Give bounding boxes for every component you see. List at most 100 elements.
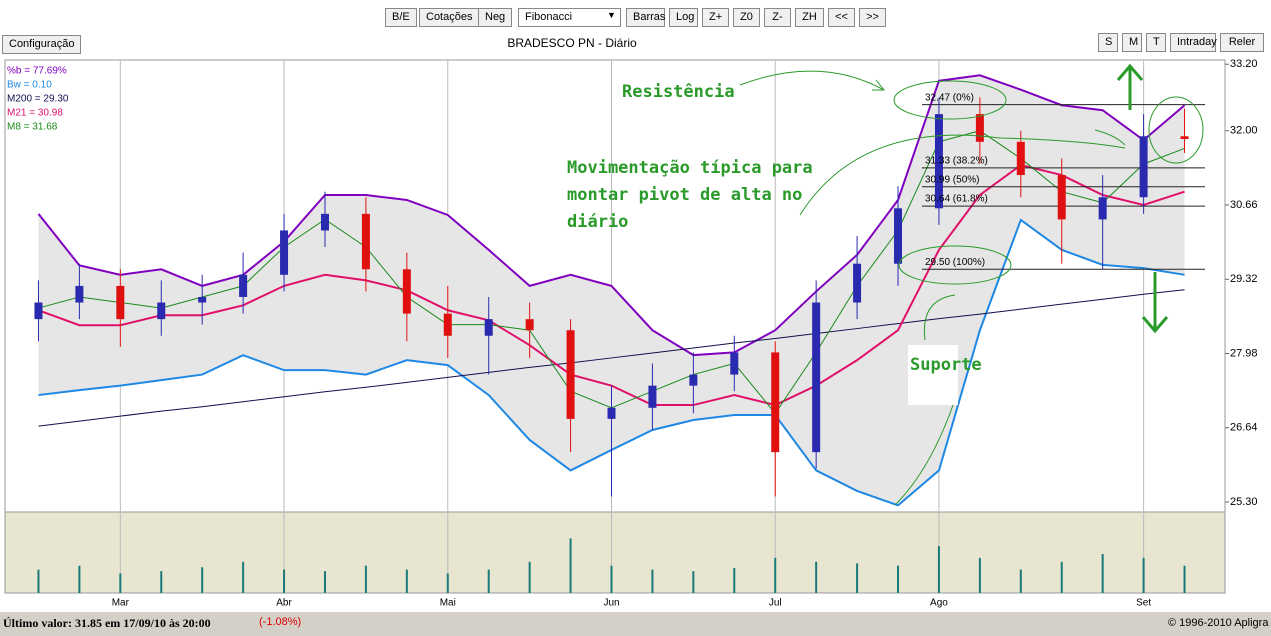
legend-entry: M8 = 31.68 bbox=[7, 122, 58, 133]
candle-body bbox=[34, 302, 43, 320]
button[interactable]: B/E bbox=[385, 8, 417, 27]
button[interactable]: Neg bbox=[478, 8, 513, 27]
x-tick-label: Abr bbox=[276, 598, 292, 609]
button[interactable]: Configuração bbox=[2, 35, 82, 54]
indicator-line bbox=[38, 163, 1185, 407]
up-arrow bbox=[1116, 63, 1144, 110]
candle-body bbox=[812, 302, 821, 453]
button[interactable]: Cotações bbox=[419, 8, 480, 27]
candle-body bbox=[75, 285, 84, 303]
legend-entry: M21 = 30.98 bbox=[7, 108, 63, 119]
candle-body bbox=[484, 319, 493, 336]
last-value: Último valor: 31.85 em 17/09/10 às 20:00 bbox=[3, 616, 211, 630]
candle-body bbox=[443, 313, 452, 336]
labels-group: 33.20 32.00 30.66 29.32 27.98 26.64 25.30 Mar Ab… bbox=[7, 58, 1258, 609]
direction-arrows bbox=[1116, 63, 1169, 334]
x-tick-label: Ago bbox=[930, 598, 948, 609]
annotation-box bbox=[908, 345, 958, 405]
volume-panel bbox=[4, 511, 1226, 594]
button[interactable]: Intraday bbox=[1170, 33, 1217, 52]
candle-body bbox=[566, 330, 575, 419]
candle-body bbox=[1180, 136, 1189, 140]
band-fill bbox=[38, 75, 1185, 506]
candle-body bbox=[239, 274, 248, 297]
candle-body bbox=[771, 352, 780, 453]
candle-body bbox=[198, 296, 207, 303]
candle-body bbox=[853, 263, 862, 303]
candle-body bbox=[361, 213, 370, 270]
fibonacci-label: 30.64 (61.8%) bbox=[925, 194, 988, 205]
annotation: Suporte bbox=[910, 355, 982, 375]
dropdown[interactable]: Fibonacci bbox=[518, 8, 621, 27]
candle-body bbox=[1139, 136, 1148, 198]
button[interactable]: T bbox=[1146, 33, 1166, 52]
button[interactable]: >> bbox=[859, 8, 886, 27]
candle-body bbox=[975, 114, 984, 142]
y-tick-label: 25.30 bbox=[1230, 496, 1258, 508]
fibonacci-label: 30.99 (50%) bbox=[925, 174, 979, 185]
ellipse bbox=[893, 80, 1007, 120]
candle-body bbox=[934, 114, 943, 209]
candle-body bbox=[648, 385, 657, 408]
x-tick-label: Mai bbox=[440, 598, 456, 609]
candle-body bbox=[157, 302, 166, 320]
drawings bbox=[739, 70, 1204, 506]
arrow bbox=[894, 404, 954, 506]
ellipse bbox=[898, 245, 1012, 285]
candle-body bbox=[280, 230, 289, 275]
candle-body bbox=[689, 374, 698, 386]
copyright: © 1996-2010 Apligra bbox=[1168, 617, 1269, 629]
annotation: Resistência bbox=[622, 82, 735, 102]
candle-body bbox=[1016, 141, 1025, 176]
arrow-head bbox=[872, 79, 886, 91]
annotation: montar pivot de alta no bbox=[567, 185, 802, 205]
annotation: Movimentação típica para bbox=[567, 158, 813, 178]
x-tick-label: Jun bbox=[603, 598, 619, 609]
y-tick-label: 32.00 bbox=[1230, 125, 1258, 137]
candle-body bbox=[525, 319, 534, 331]
candle-body bbox=[607, 407, 616, 419]
arrow bbox=[799, 134, 1126, 216]
y-tick-label: 26.64 bbox=[1230, 422, 1258, 434]
arrow bbox=[1094, 129, 1126, 146]
candle-body bbox=[1057, 175, 1066, 220]
candle-body bbox=[894, 208, 903, 264]
ellipse bbox=[1148, 96, 1204, 164]
fibonacci-label: 29.50 (100%) bbox=[925, 257, 985, 268]
button[interactable]: ZH bbox=[795, 8, 824, 27]
legend-entry: %b = 77.69% bbox=[7, 66, 67, 77]
legend-entry: Bw = 0.10 bbox=[7, 80, 52, 91]
x-tick-label: Set bbox=[1136, 598, 1151, 609]
fibonacci-label: 31.33 (38.2%) bbox=[925, 155, 988, 166]
button[interactable]: S bbox=[1098, 33, 1118, 52]
upper-band bbox=[37, 74, 1186, 357]
button[interactable]: M bbox=[1122, 33, 1142, 52]
button[interactable]: << bbox=[828, 8, 855, 27]
candle-body bbox=[402, 269, 411, 314]
legend-entry: M200 = 29.30 bbox=[7, 94, 69, 105]
chart-title: BRADESCO PN - Diário bbox=[507, 36, 637, 50]
y-tick-label: 33.20 bbox=[1230, 58, 1258, 70]
annotation: diário bbox=[567, 212, 628, 232]
candle-body bbox=[320, 213, 329, 231]
button[interactable]: Z- bbox=[764, 8, 791, 27]
change: (-1.08%) bbox=[259, 616, 302, 628]
status-bar: Último valor: 31.85 em 17/09/10 às 20:00… bbox=[0, 612, 1271, 636]
button[interactable]: Reler bbox=[1220, 33, 1264, 52]
button[interactable]: Barras bbox=[626, 8, 665, 27]
button[interactable]: Log bbox=[669, 8, 698, 27]
down-arrow bbox=[1141, 272, 1169, 334]
button[interactable]: Z+ bbox=[702, 8, 729, 27]
candle-body bbox=[730, 352, 739, 375]
button[interactable]: Z0 bbox=[733, 8, 760, 27]
y-tick-label: 29.32 bbox=[1230, 273, 1258, 285]
arrow bbox=[923, 294, 956, 341]
indicator-line bbox=[38, 289, 1185, 427]
candle-body bbox=[116, 285, 125, 320]
dropdown-arrow[interactable]: ▼ bbox=[607, 10, 616, 20]
marks-group bbox=[34, 74, 1205, 593]
x-tick-label: Mar bbox=[112, 598, 130, 609]
arrow bbox=[739, 70, 885, 91]
x-tick-label: Jul bbox=[769, 598, 782, 609]
